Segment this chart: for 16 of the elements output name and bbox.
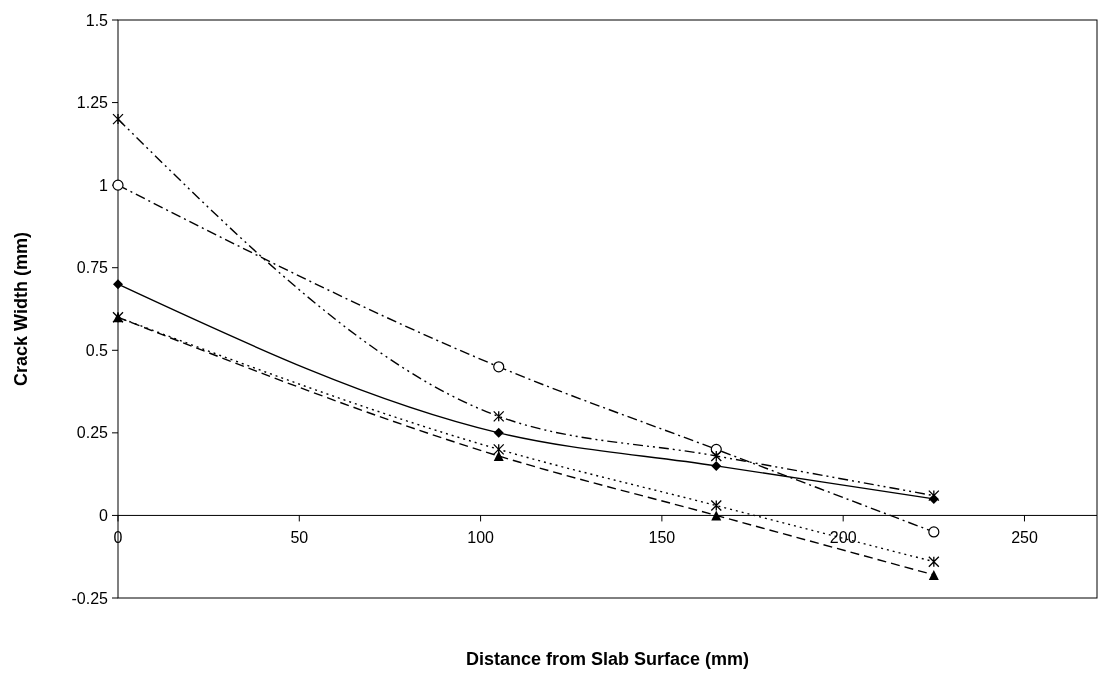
x-axis-title: Distance from Slab Surface (mm) xyxy=(465,649,750,669)
y-tick-label: 0.75 xyxy=(76,259,109,277)
y-tick-label: 1.5 xyxy=(85,11,109,29)
x-tick-label: 100 xyxy=(467,529,495,547)
x-tick-label: 200 xyxy=(829,529,857,547)
y-tick-label: 0.5 xyxy=(85,341,109,359)
x-tick-label: 0 xyxy=(113,529,123,547)
x-tick-label: 250 xyxy=(1011,529,1038,547)
x-tick-label: 50 xyxy=(290,529,309,547)
y-tick-label: -0.25 xyxy=(71,589,109,607)
y-tick-label: 0.25 xyxy=(76,424,109,442)
y-axis-title: Crack Width (mm) xyxy=(11,232,31,386)
x-tick-label: 150 xyxy=(648,529,676,547)
y-tick-label: 1.25 xyxy=(76,94,109,112)
y-tick-label: 1 xyxy=(99,176,109,194)
y-tick-label: 0 xyxy=(99,507,109,525)
